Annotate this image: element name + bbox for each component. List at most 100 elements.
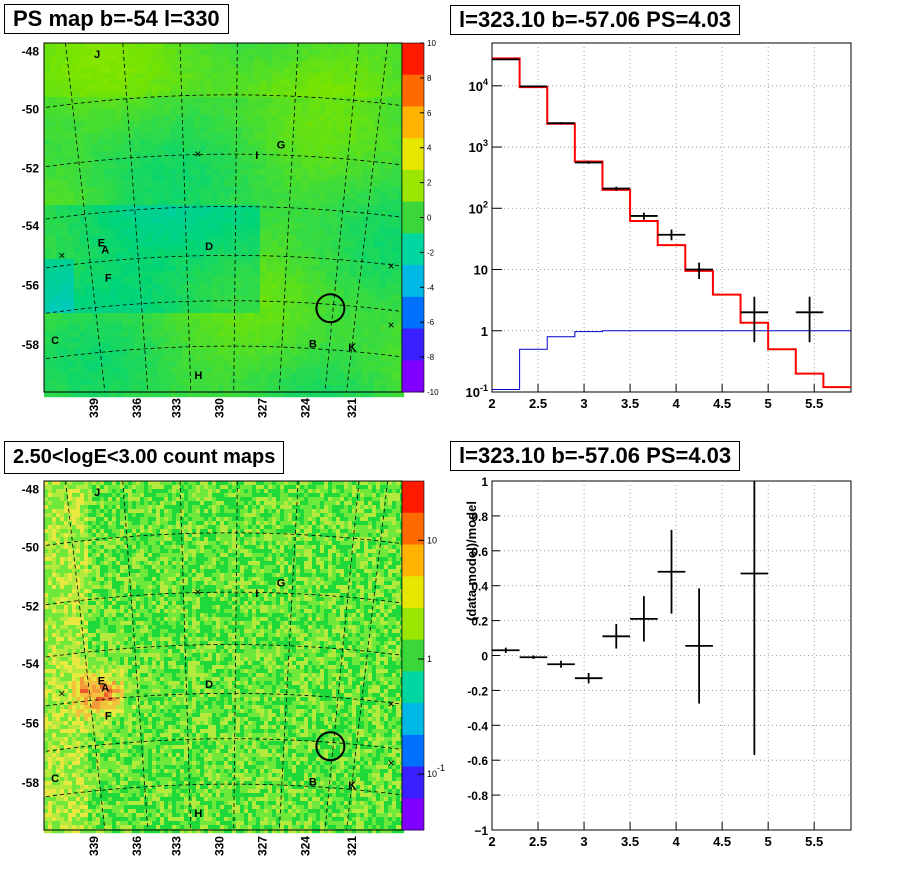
ps-colorbar-band — [402, 233, 424, 266]
count-source-label: F — [105, 710, 112, 722]
ps-y-tick-label: -50 — [22, 102, 40, 116]
ps-colorbar-band — [402, 138, 424, 171]
count-colorbar-band — [402, 544, 424, 577]
ps-colorbar-band — [402, 360, 424, 393]
ps-colorbar-label: 2 — [427, 179, 432, 188]
count-y-tick-label: -54 — [22, 657, 40, 671]
ps-colorbar-label: 0 — [427, 214, 432, 223]
residual-y-tick-label: 0.8 — [471, 510, 488, 524]
residual-y-tick-label: 0.4 — [471, 580, 488, 594]
residual-x-tick-label: 5.5 — [805, 834, 823, 849]
residual-y-tick-label: -0.8 — [467, 789, 488, 803]
ps-map-area — [44, 43, 405, 398]
spectrum-y-tick-label: 10 — [474, 263, 488, 278]
residual-y-tick-label: 0.6 — [471, 545, 488, 559]
ps-y-tick-label: -52 — [22, 162, 40, 176]
ps-colorbar-label: -4 — [427, 283, 435, 292]
ps-y-tick-label: -48 — [22, 45, 40, 59]
residual-y-tick-label: 0.2 — [471, 615, 488, 629]
residual-x-tick-label: 5 — [765, 834, 772, 849]
ps-y-tick-label: -54 — [22, 219, 40, 233]
count-y-tick-label: -50 — [22, 540, 40, 554]
spectrum-x-tick-label: 2.5 — [529, 396, 547, 411]
ps-source-label: H — [194, 370, 202, 382]
count-marker: × — [58, 686, 65, 700]
count-x-tick-label: 321 — [345, 836, 359, 856]
ps-marker: × — [58, 248, 65, 262]
ps-source-label: G — [277, 140, 286, 152]
ps-colorbar-band — [402, 296, 424, 330]
count-marker: × — [388, 697, 395, 711]
residual-x-tick-label: 2 — [488, 834, 495, 849]
count-source-label: C — [51, 773, 59, 785]
spectrum-x-tick-label: 2 — [488, 396, 495, 411]
ps-source-label: E — [98, 237, 105, 249]
count-colorbar-band — [402, 671, 424, 704]
spectrum-y-tick-label: 1 — [481, 324, 488, 339]
ps-x-tick-label: 321 — [345, 398, 359, 418]
spectrum-x-tick-label: 5.5 — [805, 396, 823, 411]
count-source-label: J — [94, 487, 100, 499]
count-x-tick-label: 336 — [130, 836, 144, 856]
ps-source-label: I — [255, 150, 258, 162]
ps-source-label: D — [205, 241, 213, 253]
count-colorbar-label: 10 — [427, 535, 437, 545]
ps-colorbar-band — [402, 265, 424, 298]
count-map-title: 2.50<logE<3.00 count maps — [4, 441, 285, 474]
residual-x-tick-label: 4.5 — [713, 834, 731, 849]
count-colorbar-band — [402, 798, 424, 831]
residual-y-tick-label: −1 — [474, 824, 488, 838]
count-x-tick-label: 333 — [169, 836, 183, 856]
count-colorbar-band — [402, 703, 424, 736]
count-source-label: H — [194, 808, 202, 820]
ps-x-tick-label: 333 — [169, 398, 183, 418]
residual-title: l=323.10 b=-57.06 PS=4.03 — [450, 441, 741, 471]
spectrum-y-tick-label: 103 — [469, 138, 488, 155]
ps-target-circle — [315, 293, 346, 324]
spectrum-y-tick-label: 104 — [469, 77, 488, 94]
count-y-tick-label: -48 — [22, 483, 40, 497]
count-x-tick-label: 339 — [87, 836, 101, 856]
ps-marker: × — [388, 259, 395, 273]
ps-x-tick-label: 324 — [298, 398, 312, 418]
count-source-label: G — [277, 578, 286, 590]
ps-source-label: F — [105, 272, 112, 284]
residual-x-tick-label: 3.5 — [621, 834, 639, 849]
count-colorbar-band — [402, 512, 424, 545]
count-x-tick-label: 330 — [212, 836, 226, 856]
residual-x-tick-label: 3 — [580, 834, 587, 849]
ps-colorbar-label: -2 — [427, 248, 435, 257]
ps-colorbar-label: 4 — [427, 144, 432, 153]
count-x-tick-label: 327 — [255, 836, 269, 856]
ps-x-tick-label: 327 — [255, 398, 269, 418]
count-y-tick-label: -56 — [22, 717, 40, 731]
residual-x-tick-label: 2.5 — [529, 834, 547, 849]
ps-colorbar-label: 6 — [427, 109, 432, 118]
ps-colorbar-label: 8 — [427, 74, 432, 83]
count-target-circle — [315, 731, 346, 762]
count-colorbar-band — [402, 766, 424, 799]
count-source-label: D — [205, 679, 213, 691]
ps-colorbar-label: -8 — [427, 353, 435, 362]
count-source-label: K — [348, 780, 356, 792]
ps-marker: × — [388, 318, 395, 332]
ps-y-tick-label: -58 — [22, 338, 40, 352]
count-colorbar-label: 1 — [427, 654, 432, 664]
spectrum-x-tick-label: 4 — [672, 396, 680, 411]
ps-x-tick-label: 339 — [87, 398, 101, 418]
count-colorbar-band — [402, 639, 424, 672]
ps-colorbar-label: -10 — [427, 388, 439, 397]
count-source-label: E — [98, 675, 105, 687]
residual-y-tick-label: -0.2 — [467, 684, 488, 698]
count-colorbar-band — [402, 734, 424, 768]
count-coordinate-grid — [45, 480, 401, 831]
count-colorbar-band — [402, 576, 424, 609]
background-step-line — [492, 330, 851, 390]
ps-x-tick-label: 336 — [130, 398, 144, 418]
spectrum-x-tick-label: 4.5 — [713, 396, 731, 411]
count-y-tick-label: -58 — [22, 776, 40, 790]
ps-colorbar-band — [402, 106, 424, 139]
count-colorbar-label: 10-1 — [427, 763, 445, 779]
residual-y-tick-label: 0 — [481, 650, 488, 664]
residual-x-tick-label: 4 — [672, 834, 680, 849]
